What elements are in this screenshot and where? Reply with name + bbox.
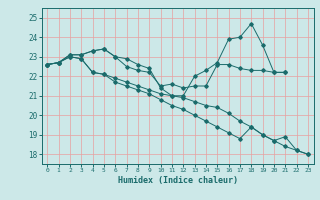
- X-axis label: Humidex (Indice chaleur): Humidex (Indice chaleur): [118, 176, 237, 185]
